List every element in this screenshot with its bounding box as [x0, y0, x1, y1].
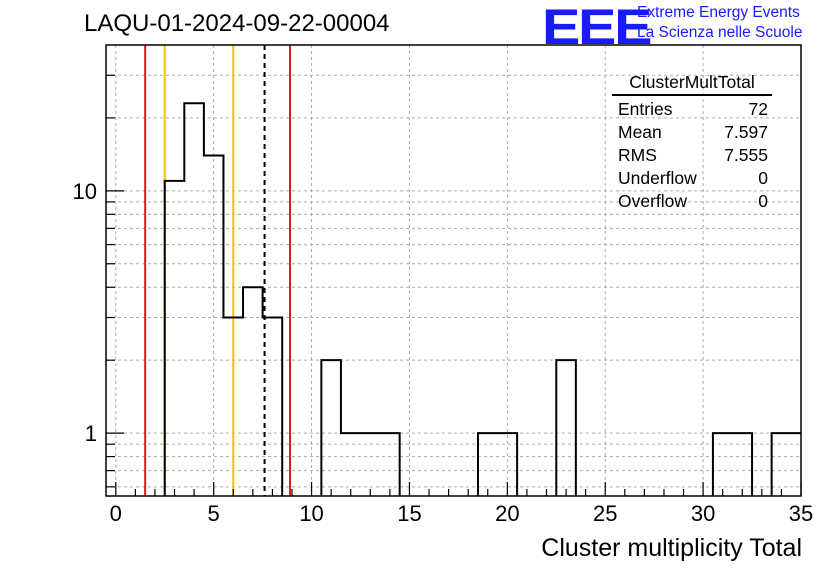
x-tick-label: 5 — [208, 501, 220, 526]
y-tick-label: 1 — [85, 421, 97, 446]
stats-box-name: ClusterMultTotal — [612, 72, 772, 96]
logo-line-2: La Scienza nelle Scuole — [637, 24, 803, 41]
eee-logo: EEE — [542, 0, 652, 55]
grid-lines — [106, 45, 802, 496]
stats-row-overflow: Overflow 0 — [612, 190, 772, 213]
stats-value: 72 — [748, 99, 768, 119]
x-tick-label: 35 — [789, 501, 813, 526]
y-axis-ticks: 1 10 — [73, 74, 124, 488]
stats-row-mean: Mean 7.597 — [612, 121, 772, 144]
stats-label: Mean — [618, 122, 662, 142]
stats-value: 7.555 — [724, 145, 768, 165]
stats-row-rms: RMS 7.555 — [612, 144, 772, 167]
y-tick-label: 10 — [73, 179, 97, 204]
logo-line-1: Extreme Energy Events — [637, 4, 800, 21]
stats-label: Underflow — [618, 168, 697, 188]
histogram-outline — [163, 102, 801, 496]
x-axis-ticks: 0 5 10 15 20 25 30 35 — [110, 482, 813, 526]
stats-label: Overflow — [618, 191, 688, 211]
plot-title: LAQU-01-2024-09-22-00004 — [84, 10, 390, 37]
x-axis-label: Cluster multiplicity Total — [541, 534, 802, 562]
stats-row-entries: Entries 72 — [612, 98, 772, 121]
x-tick-label: 0 — [110, 501, 122, 526]
x-tick-label: 30 — [691, 501, 715, 526]
stats-row-underflow: Underflow 0 — [612, 167, 772, 190]
x-tick-label: 15 — [397, 501, 421, 526]
plot-frame — [105, 44, 802, 497]
stats-label: RMS — [618, 145, 657, 165]
stats-value: 0 — [758, 168, 768, 188]
stats-box: ClusterMultTotal Entries 72 Mean 7.597 R… — [612, 72, 772, 213]
marker-lines — [144, 45, 292, 496]
stats-value: 7.597 — [724, 122, 768, 142]
stats-label: Entries — [618, 99, 673, 119]
stats-value: 0 — [758, 191, 768, 211]
x-tick-label: 25 — [593, 501, 617, 526]
x-tick-label: 20 — [495, 501, 519, 526]
x-tick-label: 10 — [299, 501, 323, 526]
